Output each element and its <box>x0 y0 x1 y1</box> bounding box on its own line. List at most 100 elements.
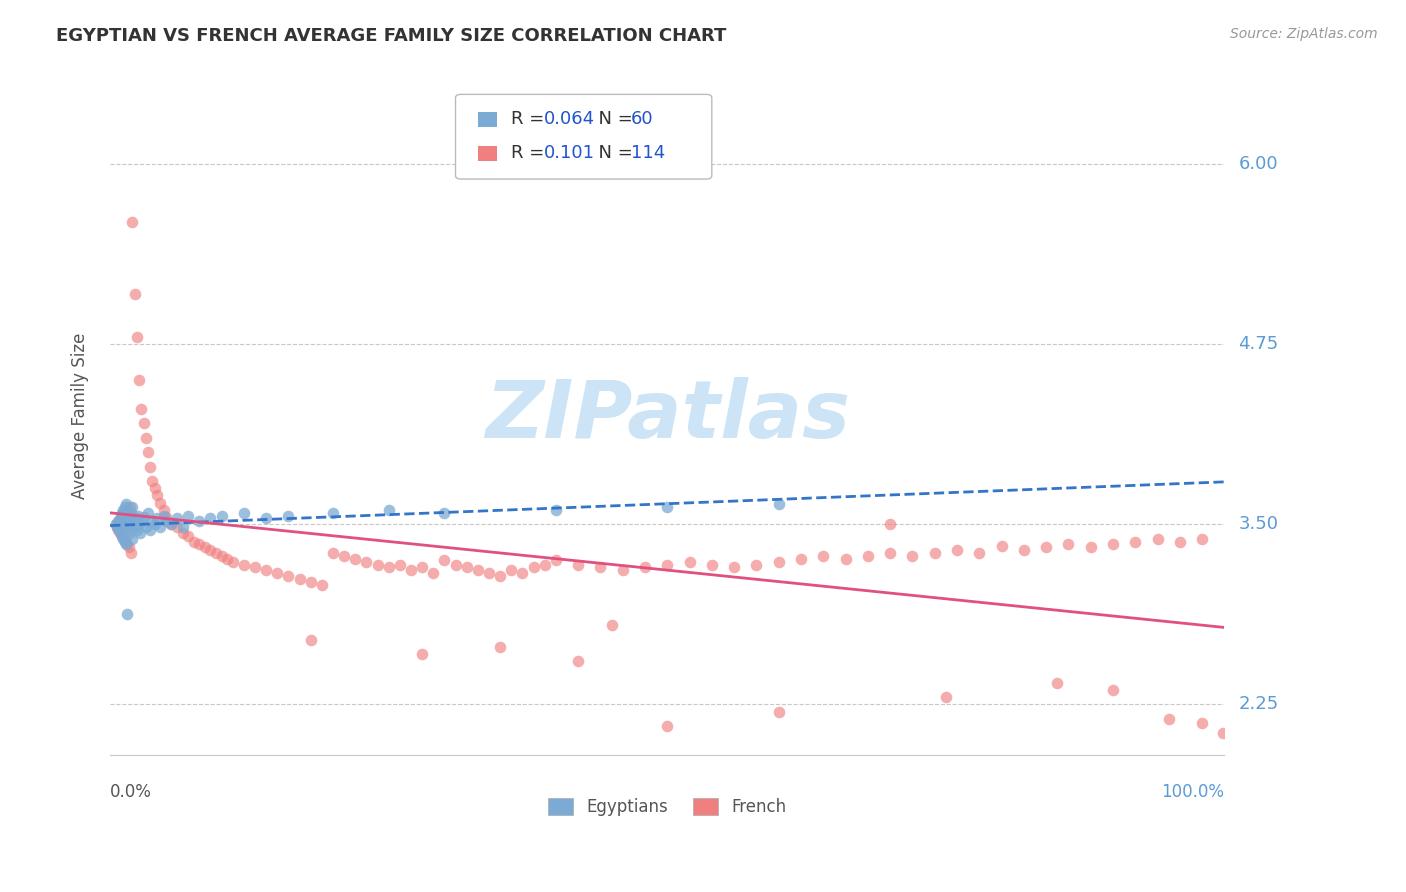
Point <box>111 529 134 543</box>
Point <box>700 558 723 572</box>
Point <box>879 546 901 560</box>
Point <box>768 555 790 569</box>
Point <box>104 517 127 532</box>
Point <box>114 537 136 551</box>
Point <box>1012 543 1035 558</box>
Point <box>533 558 555 572</box>
Point <box>288 572 311 586</box>
Point <box>388 558 411 572</box>
Point <box>489 569 512 583</box>
Point <box>136 445 159 459</box>
Point <box>127 508 149 523</box>
Point <box>129 525 152 540</box>
Point <box>121 214 143 228</box>
Point <box>188 537 211 551</box>
Point <box>768 497 790 511</box>
Point <box>152 508 174 523</box>
Point <box>612 563 634 577</box>
Point <box>657 500 679 514</box>
Point <box>790 551 813 566</box>
Point <box>935 690 957 705</box>
Point <box>114 532 136 546</box>
Point <box>411 647 433 661</box>
Point <box>657 558 679 572</box>
Point <box>478 566 501 581</box>
Point <box>120 506 142 520</box>
Point <box>1157 712 1180 726</box>
Point <box>834 551 856 566</box>
Point <box>117 503 139 517</box>
Point <box>489 640 512 654</box>
Point <box>120 508 142 523</box>
Point <box>723 560 745 574</box>
Point <box>141 514 163 528</box>
Text: N =: N = <box>586 111 638 128</box>
Point <box>149 495 172 509</box>
Point <box>129 401 152 416</box>
FancyBboxPatch shape <box>478 112 498 127</box>
Point <box>115 607 138 621</box>
Text: R =: R = <box>510 145 550 162</box>
Point <box>768 705 790 719</box>
Point <box>155 510 177 524</box>
Point <box>544 553 567 567</box>
Point <box>194 541 217 555</box>
Point <box>501 563 523 577</box>
Point <box>356 555 378 569</box>
Point <box>177 529 200 543</box>
Text: 60: 60 <box>631 111 654 128</box>
Point <box>108 523 131 537</box>
Point <box>567 558 589 572</box>
Point <box>813 549 835 563</box>
Point <box>118 514 141 528</box>
Point <box>399 563 422 577</box>
Point <box>172 520 194 534</box>
Point <box>1191 532 1213 546</box>
Point <box>377 503 399 517</box>
Point <box>128 517 150 532</box>
Point <box>990 539 1012 553</box>
Point <box>114 534 136 549</box>
Point <box>544 503 567 517</box>
Point <box>1102 682 1125 697</box>
Text: R =: R = <box>510 111 550 128</box>
Point <box>377 560 399 574</box>
Point <box>433 553 456 567</box>
Point <box>444 558 467 572</box>
Point <box>160 517 183 532</box>
Point <box>1146 532 1168 546</box>
Point <box>1191 716 1213 731</box>
Point <box>1046 675 1069 690</box>
Point <box>108 514 131 528</box>
Point <box>211 549 233 563</box>
Point <box>125 511 148 525</box>
Point <box>114 500 136 514</box>
Point <box>104 517 127 532</box>
Point <box>1168 534 1191 549</box>
Point <box>1212 726 1234 740</box>
Text: 0.0%: 0.0% <box>110 782 152 801</box>
Point <box>108 513 131 527</box>
Point <box>117 511 139 525</box>
Point <box>118 541 141 555</box>
Point <box>254 563 277 577</box>
Point <box>254 511 277 525</box>
Text: 114: 114 <box>631 145 665 162</box>
Point <box>120 546 142 560</box>
Point <box>299 574 322 589</box>
Point <box>589 560 612 574</box>
Point <box>522 560 544 574</box>
Point <box>124 286 146 301</box>
Point <box>512 566 534 581</box>
Point <box>678 555 700 569</box>
Point <box>745 558 768 572</box>
Point <box>879 517 901 532</box>
Point <box>105 520 128 534</box>
Point <box>433 506 456 520</box>
Point <box>120 500 142 514</box>
Point <box>136 506 159 520</box>
Text: 3.50: 3.50 <box>1239 516 1278 533</box>
Point <box>107 514 129 528</box>
Point <box>112 508 135 523</box>
Point <box>135 431 157 445</box>
